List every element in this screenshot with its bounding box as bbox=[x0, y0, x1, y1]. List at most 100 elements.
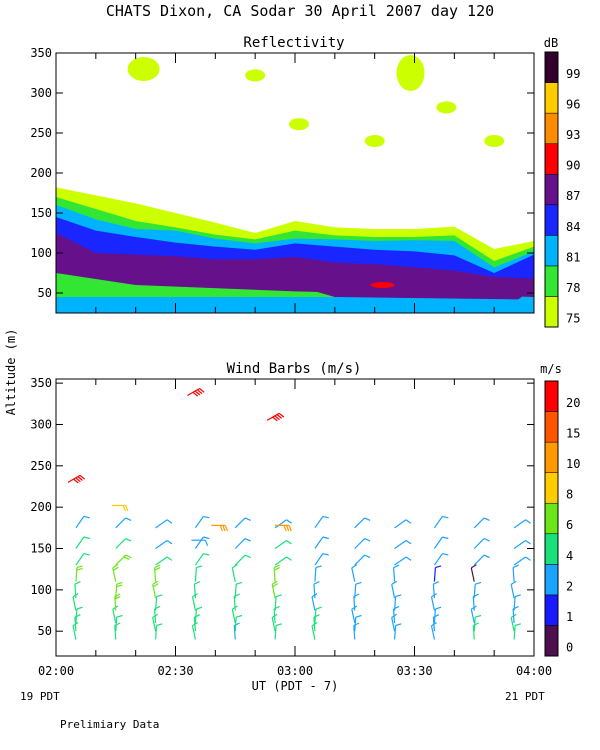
wind-barb-1-7-flag-0 bbox=[125, 538, 132, 542]
wind-barb-10-3 bbox=[472, 596, 475, 611]
reflectivity-plot-area bbox=[56, 55, 534, 313]
refl-colorbar-swatch-2 bbox=[544, 235, 559, 267]
wind-ytick-label-1: 100 bbox=[30, 583, 52, 597]
wind-barb-upper-2-flag-1 bbox=[222, 525, 226, 532]
wind-barb-0-1 bbox=[74, 617, 77, 632]
wind-barb-1-0 bbox=[114, 625, 117, 640]
wind-barb-8-1 bbox=[391, 617, 396, 632]
wind-barb-3-3 bbox=[191, 596, 197, 611]
wind-barb-4-4-flag-0 bbox=[236, 581, 243, 585]
refl-colorbar-label-3: 84 bbox=[566, 220, 580, 234]
wind-barb-6-4 bbox=[313, 584, 316, 599]
wind-barb-4-3 bbox=[233, 596, 236, 611]
wind-barb-7-4-flag-0 bbox=[355, 581, 362, 585]
wind-barb-9-6-flag-0 bbox=[442, 553, 449, 556]
wind-colorbar-frame bbox=[544, 380, 559, 657]
wind-barb-6-4-flag-0 bbox=[313, 581, 320, 585]
refl-ytick-label-6: 350 bbox=[30, 46, 52, 60]
wind-barb-11-4-flag-0 bbox=[510, 580, 517, 585]
wind-barb-8-0-flag-0 bbox=[395, 623, 402, 627]
wind-barb-10-1-flag-0 bbox=[475, 614, 482, 618]
wind-barb-2-8 bbox=[155, 519, 168, 529]
wind-barb-9-1-flag-0 bbox=[433, 614, 440, 618]
wind-barb-4-8 bbox=[234, 517, 246, 529]
wind-barb-7-7-flag-0 bbox=[364, 538, 371, 542]
wind-barb-9-2-flag-0 bbox=[435, 606, 442, 610]
wind-barb-1-1 bbox=[115, 617, 118, 632]
wind-colorbar-label-8: 20 bbox=[566, 396, 580, 410]
wind-barb-11-4 bbox=[510, 584, 515, 599]
wind-barb-6-7 bbox=[314, 536, 324, 549]
reflectivity-panel-title: Reflectivity bbox=[243, 35, 344, 51]
wind-barb-3-4 bbox=[193, 584, 197, 599]
wind-colorbar-swatch-4 bbox=[544, 502, 559, 535]
wind-colorbar-swatch-0 bbox=[544, 625, 559, 657]
wind-barb-3-8 bbox=[194, 516, 204, 529]
wind-barb-3-4-flag-0 bbox=[194, 581, 201, 585]
wind-barb-6-5 bbox=[314, 567, 317, 582]
refl-colorbar-swatch-4 bbox=[544, 173, 559, 206]
wind-colorbar-label-7: 15 bbox=[566, 427, 580, 441]
wind-barb-11-6 bbox=[513, 556, 526, 566]
wind-barb-9-0 bbox=[430, 625, 436, 640]
wind-barb-5-7 bbox=[274, 540, 287, 550]
wind-barb-6-2 bbox=[314, 608, 317, 623]
wind-barb-1-4-flag-0 bbox=[116, 581, 123, 585]
wind-barb-3-6-flag-0 bbox=[203, 553, 210, 556]
wind-barb-10-5-flag-0 bbox=[470, 564, 477, 569]
wind-barb-4-1 bbox=[234, 617, 237, 632]
wind-colorbar-label-2: 2 bbox=[566, 579, 573, 593]
wind-colorbar-swatch-7 bbox=[544, 411, 559, 443]
wind-barb-9-4-flag-0 bbox=[433, 581, 440, 585]
wind-xtick-label-0: 02:00 bbox=[38, 664, 74, 678]
wind-barb-upper-2-flag-2 bbox=[219, 525, 223, 532]
wind-barb-5-0-flag-0 bbox=[275, 623, 282, 627]
refl-colorbar-label-8: 99 bbox=[566, 67, 580, 81]
wind-barb-4-7-flag-0 bbox=[244, 538, 251, 542]
wind-barb-3-7-flag-0 bbox=[203, 536, 210, 540]
wind-barb-11-7 bbox=[513, 540, 526, 550]
wind-barb-upper-2-flag-0 bbox=[224, 525, 229, 532]
wind-xtick-label-2: 03:00 bbox=[277, 664, 313, 678]
wind-ytick-label-5: 300 bbox=[30, 417, 52, 431]
wind-barb-5-7-flag-0 bbox=[286, 540, 292, 545]
wind-barb-0-4 bbox=[74, 584, 77, 599]
refl-colorbar-label-5: 90 bbox=[566, 159, 580, 173]
wind-barb-3-1-flag-0 bbox=[194, 614, 201, 618]
refl-blob-6 bbox=[484, 135, 505, 147]
wind-barb-11-1 bbox=[510, 617, 515, 632]
refl-blob-5 bbox=[436, 101, 457, 114]
wind-barb-7-7 bbox=[354, 538, 366, 549]
wind-barb-9-8-flag-0 bbox=[442, 515, 449, 519]
wind-barb-7-1 bbox=[354, 617, 357, 632]
wind-barb-10-4 bbox=[473, 584, 476, 599]
wind-colorbar-label-6: 10 bbox=[566, 457, 580, 471]
wind-barb-upper-1-flag-0 bbox=[125, 505, 129, 512]
wind-barb-0-4-flag-0 bbox=[74, 581, 81, 585]
wind-barb-1-8-flag-0 bbox=[125, 517, 132, 521]
wind-ytick-label-2: 150 bbox=[30, 542, 52, 556]
wind-barb-1-1-flag-0 bbox=[116, 614, 123, 618]
wind-barb-2-5-flag-0 bbox=[154, 564, 161, 569]
wind-barb-3-7 bbox=[194, 536, 204, 549]
wind-barb-10-7 bbox=[473, 538, 485, 549]
wind-barb-upper-1-flag-1 bbox=[122, 505, 126, 512]
wind-barb-5-2 bbox=[273, 608, 276, 623]
refl-colorbar-swatch-3 bbox=[544, 204, 559, 236]
wind-ytick-label-6: 350 bbox=[30, 376, 52, 390]
wind-colorbar-swatch-2 bbox=[544, 564, 559, 596]
refl-blob-4 bbox=[396, 55, 425, 91]
wind-barb-6-1-flag-0 bbox=[313, 614, 320, 618]
wind-barb-0-8-flag-0 bbox=[83, 515, 90, 519]
wind-barb-0-7 bbox=[75, 536, 85, 549]
wind-barb-0-0 bbox=[72, 625, 77, 640]
wind-xtick-label-3: 03:30 bbox=[396, 664, 432, 678]
wind-barb-9-5-flag-0 bbox=[435, 565, 442, 569]
wind-barb-upper-5-flag-0 bbox=[199, 388, 205, 393]
wind-barb-7-6 bbox=[354, 554, 366, 566]
wind-barb-10-1 bbox=[473, 617, 476, 632]
refl-ytick-label-1: 100 bbox=[30, 246, 52, 260]
refl-ytick-label-0: 50 bbox=[38, 286, 52, 300]
refl-colorbar-swatch-0 bbox=[544, 296, 559, 328]
